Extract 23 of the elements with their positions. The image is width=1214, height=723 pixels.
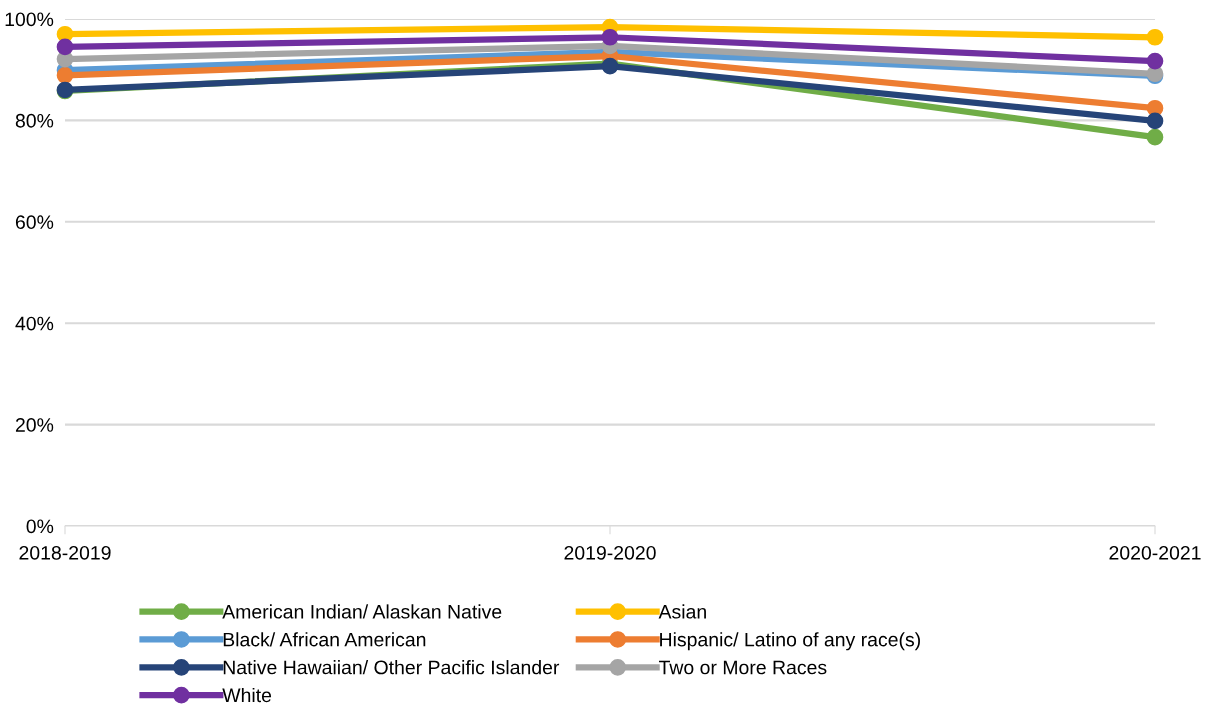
x-tick-label: 2020-2021 — [1109, 545, 1201, 560]
y-tick-label: 100% — [5, 12, 54, 27]
y-tick-label: 60% — [15, 215, 54, 230]
x-tick-label: 2018-2019 — [19, 545, 111, 560]
point — [1146, 28, 1164, 46]
point — [601, 28, 619, 46]
legend-label: Black/ African American — [223, 632, 426, 647]
legend-label: Asian — [658, 604, 706, 619]
legend-label: Native Hawaiian/ Other Pacific Islander — [223, 660, 560, 675]
legend-label: Hispanic/ Latino of any race(s) — [660, 632, 920, 651]
point — [56, 66, 74, 84]
point — [1146, 52, 1164, 70]
y-tick-label: 80% — [15, 113, 54, 128]
legend-label: Two or More Races — [658, 660, 827, 675]
legend-label: White — [222, 687, 272, 703]
y-tick-label: 40% — [15, 316, 54, 331]
x-tick-label: 2019-2020 — [564, 545, 656, 560]
y-tick-label: 0% — [26, 519, 54, 534]
y-tick-label: 20% — [15, 418, 54, 432]
point — [1146, 112, 1164, 130]
point — [56, 38, 74, 56]
legend-label: American Indian/ Alaskan Native — [222, 604, 502, 619]
point — [1146, 128, 1164, 146]
